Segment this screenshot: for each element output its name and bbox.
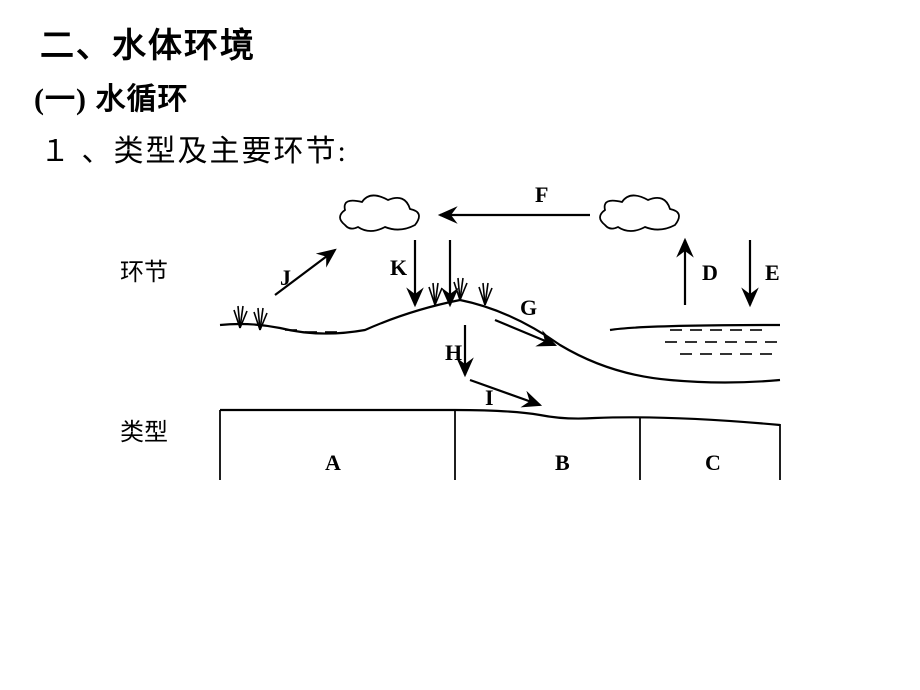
svg-text:环节: 环节 (120, 259, 168, 286)
svg-text:D: D (702, 260, 718, 285)
svg-text:F: F (535, 182, 548, 207)
svg-text:K: K (390, 255, 407, 280)
svg-text:I: I (485, 385, 494, 410)
svg-text:类型: 类型 (120, 419, 168, 446)
svg-text:A: A (325, 450, 341, 475)
svg-text:H: H (445, 340, 462, 365)
svg-text:B: B (555, 450, 570, 475)
page-root: 二、水体环境 (一) 水循环 １ 、类型及主要环节: F J K D E G HI A B C 环节… (0, 0, 920, 690)
heading-sub: (一) 水循环 (34, 74, 188, 118)
heading-item: １ 、类型及主要环节: (40, 126, 348, 170)
water-cycle-diagram: F J K D E G HI A B C 环节类型 (110, 180, 870, 490)
svg-text:J: J (280, 265, 291, 290)
heading-main: 二、水体环境 (40, 18, 256, 67)
svg-text:G: G (520, 295, 537, 320)
diagram-svg: F J K D E G HI A B C 环节类型 (110, 180, 870, 490)
svg-text:E: E (765, 260, 780, 285)
svg-text:C: C (705, 450, 721, 475)
